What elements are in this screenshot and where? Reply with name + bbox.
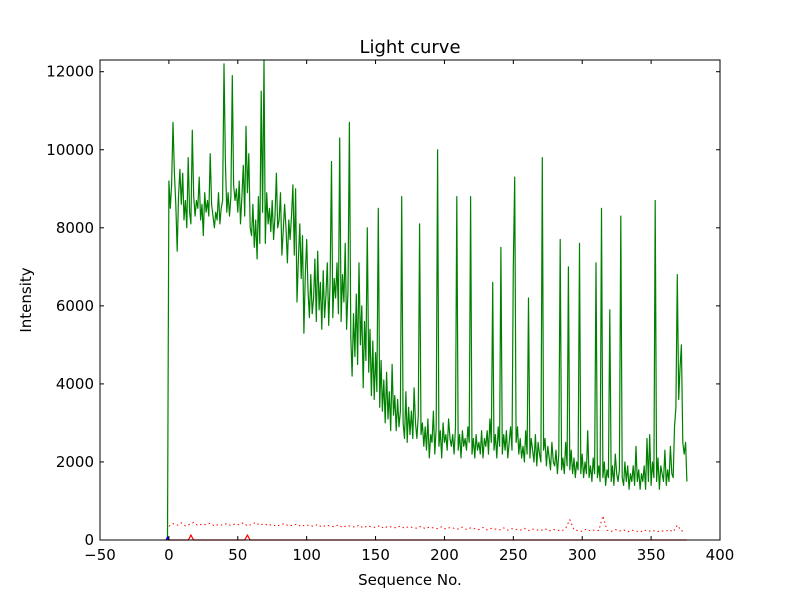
x-axis: −50 0 50 100 150 200 250 300 350 400 (84, 60, 734, 564)
x-tick-label: 200 (430, 546, 459, 564)
x-tick-label: 50 (228, 546, 247, 564)
x-tick-label: 250 (499, 546, 528, 564)
x-tick-label: −50 (84, 546, 116, 564)
series-line-0 (166, 59, 688, 541)
y-axis: 0 2000 4000 6000 8000 10000 12000 (46, 63, 720, 549)
y-tick-label: 10000 (46, 141, 94, 159)
x-tick-label: 350 (637, 546, 666, 564)
x-tick-label: 300 (568, 546, 597, 564)
y-tick-label: 0 (84, 531, 94, 549)
y-tick-label: 4000 (56, 375, 94, 393)
x-tick-label: 100 (292, 546, 321, 564)
x-tick-label: 400 (706, 546, 735, 564)
y-tick-label: 12000 (46, 63, 94, 81)
y-tick-label: 6000 (56, 297, 94, 315)
y-tick-label: 2000 (56, 453, 94, 471)
chart-title: Light curve (359, 37, 460, 58)
x-axis-label: Sequence No. (358, 571, 462, 589)
x-tick-label: 0 (164, 546, 174, 564)
plot-area-frame (99, 59, 721, 541)
y-axis-label: Intensity (17, 267, 35, 332)
x-tick-label: 150 (361, 546, 390, 564)
y-tick-label: 8000 (56, 219, 94, 237)
